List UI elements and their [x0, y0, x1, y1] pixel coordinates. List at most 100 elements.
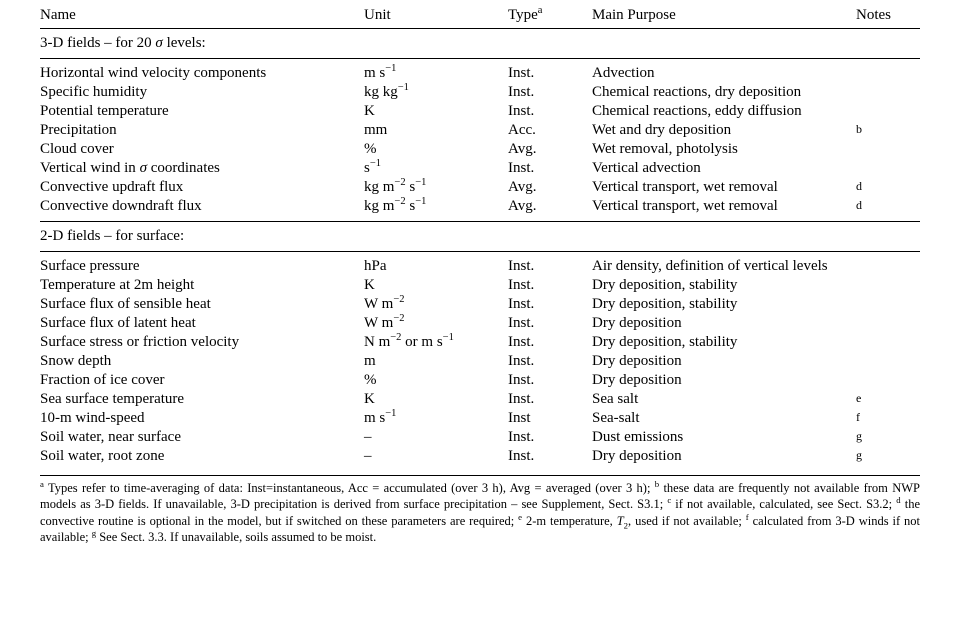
cell-type: Inst. [508, 252, 592, 277]
cell-unit: kg m−2 s−1 [364, 197, 508, 222]
cell-note [856, 83, 920, 102]
cell-purpose: Dry deposition [592, 371, 856, 390]
cell-name: Surface stress or friction velocity [40, 333, 364, 352]
cell-purpose: Sea-salt [592, 409, 856, 428]
cell-name: Fraction of ice cover [40, 371, 364, 390]
section-row: 2-D fields – for surface: [40, 222, 920, 252]
cell-type: Inst. [508, 428, 592, 447]
cell-note: g [856, 428, 920, 447]
cell-purpose: Dry deposition, stability [592, 333, 856, 352]
col-header-type: Typea [508, 6, 592, 29]
cell-note [856, 252, 920, 277]
data-table: Name Unit Typea Main Purpose Notes 3-D f… [40, 6, 920, 471]
table-row: Temperature at 2m heightKInst.Dry deposi… [40, 276, 920, 295]
table-row: 10-m wind-speedm s−1InstSea-saltf [40, 409, 920, 428]
cell-purpose: Vertical advection [592, 159, 856, 178]
cell-name: Specific humidity [40, 83, 364, 102]
table-row: Surface stress or friction velocityN m−2… [40, 333, 920, 352]
cell-name: Surface flux of latent heat [40, 314, 364, 333]
cell-name: Snow depth [40, 352, 364, 371]
table-container: Name Unit Typea Main Purpose Notes 3-D f… [0, 0, 960, 555]
cell-unit: % [364, 140, 508, 159]
cell-unit: W m−2 [364, 314, 508, 333]
section-label: 2-D fields – for surface: [40, 222, 920, 252]
cell-purpose: Vertical transport, wet removal [592, 197, 856, 222]
cell-purpose: Sea salt [592, 390, 856, 409]
cell-type: Inst. [508, 276, 592, 295]
cell-purpose: Vertical transport, wet removal [592, 178, 856, 197]
cell-note [856, 59, 920, 84]
section-label: 3-D fields – for 20 σ levels: [40, 29, 920, 59]
table-row: Convective downdraft fluxkg m−2 s−1Avg.V… [40, 197, 920, 222]
col-header-unit: Unit [364, 6, 508, 29]
table-row: Surface flux of sensible heatW m−2Inst.D… [40, 295, 920, 314]
cell-name: Soil water, root zone [40, 447, 364, 471]
table-row: Soil water, root zone–Inst.Dry depositio… [40, 447, 920, 471]
cell-type: Inst. [508, 159, 592, 178]
cell-note: g [856, 447, 920, 471]
cell-purpose: Dry deposition, stability [592, 276, 856, 295]
col-header-purpose: Main Purpose [592, 6, 856, 29]
cell-name: Convective downdraft flux [40, 197, 364, 222]
cell-note [856, 295, 920, 314]
cell-purpose: Air density, definition of vertical leve… [592, 252, 856, 277]
cell-unit: m s−1 [364, 59, 508, 84]
cell-purpose: Wet and dry deposition [592, 121, 856, 140]
table-row: Sea surface temperatureKInst.Sea salte [40, 390, 920, 409]
table-row: Vertical wind in σ coordinatess−1Inst.Ve… [40, 159, 920, 178]
cell-purpose: Dry deposition [592, 352, 856, 371]
cell-name: Surface pressure [40, 252, 364, 277]
cell-unit: mm [364, 121, 508, 140]
table-row: Cloud cover%Avg.Wet removal, photolysis [40, 140, 920, 159]
cell-unit: hPa [364, 252, 508, 277]
table-row: Soil water, near surface–Inst.Dust emiss… [40, 428, 920, 447]
cell-unit: m [364, 352, 508, 371]
cell-unit: K [364, 276, 508, 295]
table-row: Horizontal wind velocity componentsm s−1… [40, 59, 920, 84]
cell-name: Horizontal wind velocity components [40, 59, 364, 84]
cell-name: Convective updraft flux [40, 178, 364, 197]
cell-note [856, 371, 920, 390]
cell-purpose: Wet removal, photolysis [592, 140, 856, 159]
cell-note: d [856, 197, 920, 222]
col-header-type-text: Type [508, 7, 538, 23]
cell-type: Inst. [508, 295, 592, 314]
cell-name: Vertical wind in σ coordinates [40, 159, 364, 178]
cell-type: Acc. [508, 121, 592, 140]
cell-name: Sea surface temperature [40, 390, 364, 409]
cell-purpose: Dry deposition, stability [592, 295, 856, 314]
cell-type: Inst. [508, 333, 592, 352]
cell-type: Inst. [508, 59, 592, 84]
cell-unit: % [364, 371, 508, 390]
section-row: 3-D fields – for 20 σ levels: [40, 29, 920, 59]
cell-note [856, 102, 920, 121]
header-row: Name Unit Typea Main Purpose Notes [40, 6, 920, 29]
cell-purpose: Advection [592, 59, 856, 84]
cell-unit: W m−2 [364, 295, 508, 314]
table-row: Surface pressurehPaInst.Air density, def… [40, 252, 920, 277]
col-header-notes: Notes [856, 6, 920, 29]
cell-name: Potential temperature [40, 102, 364, 121]
cell-unit: – [364, 428, 508, 447]
footnotes: a Types refer to time-averaging of data:… [40, 475, 920, 545]
cell-purpose: Dry deposition [592, 447, 856, 471]
cell-unit: K [364, 102, 508, 121]
cell-unit: s−1 [364, 159, 508, 178]
table-row: Snow depthmInst.Dry deposition [40, 352, 920, 371]
cell-unit: N m−2 or m s−1 [364, 333, 508, 352]
cell-unit: K [364, 390, 508, 409]
table-body: 3-D fields – for 20 σ levels:Horizontal … [40, 29, 920, 472]
cell-note: e [856, 390, 920, 409]
table-row: Fraction of ice cover%Inst.Dry depositio… [40, 371, 920, 390]
cell-note [856, 140, 920, 159]
cell-name: Precipitation [40, 121, 364, 140]
cell-note: d [856, 178, 920, 197]
cell-name: Temperature at 2m height [40, 276, 364, 295]
cell-name: Soil water, near surface [40, 428, 364, 447]
cell-name: Cloud cover [40, 140, 364, 159]
cell-purpose: Dust emissions [592, 428, 856, 447]
cell-note [856, 159, 920, 178]
cell-unit: kg kg−1 [364, 83, 508, 102]
cell-name: 10-m wind-speed [40, 409, 364, 428]
cell-type: Inst. [508, 83, 592, 102]
